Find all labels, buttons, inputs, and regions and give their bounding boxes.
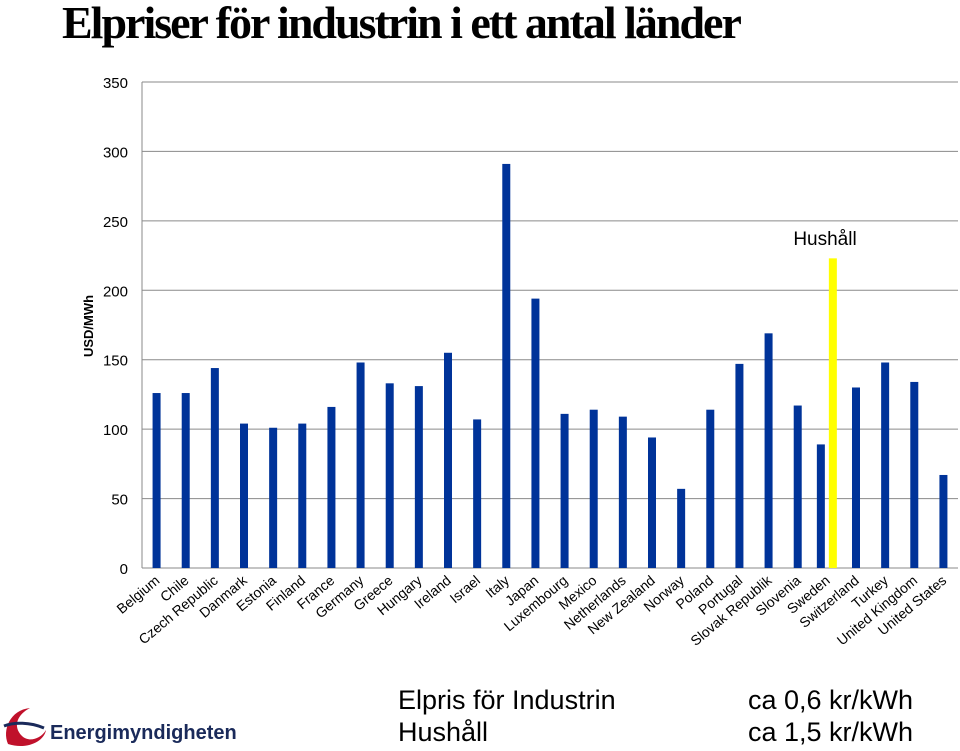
footer-left-line2: Hushåll bbox=[398, 717, 489, 747]
y-tick-label: 150 bbox=[103, 353, 128, 370]
x-tick-label: Israel bbox=[447, 572, 484, 606]
bar bbox=[735, 363, 744, 568]
bar bbox=[589, 409, 598, 568]
bar-chart: 0 50 100 150 200 250 300 350 USD/MWh Hushåll Be… bbox=[81, 75, 958, 649]
bar bbox=[793, 405, 802, 568]
bar bbox=[502, 163, 511, 568]
bar bbox=[240, 423, 248, 568]
y-tick-label: 50 bbox=[111, 492, 128, 509]
bar bbox=[764, 333, 773, 568]
bar bbox=[210, 368, 219, 568]
energimyndigheten-logo: Energimyndigheten bbox=[0, 700, 237, 750]
bars bbox=[152, 163, 948, 568]
footer-right-line2: ca 1,5 kr/kWh bbox=[748, 717, 914, 747]
footer-left-line1: Elpris för Industrin bbox=[398, 685, 616, 715]
bar bbox=[560, 413, 569, 568]
bar bbox=[852, 387, 860, 568]
footer-right-line1: ca 0,6 kr/kWh bbox=[748, 685, 914, 715]
logo-text: Energimyndigheten bbox=[50, 722, 237, 744]
bar bbox=[816, 444, 825, 568]
y-tick-label: 350 bbox=[103, 75, 128, 92]
page-title: Elpriser för industrin i ett antal lände… bbox=[62, 0, 742, 48]
bar bbox=[677, 488, 686, 568]
x-tick-label: Belgium bbox=[113, 572, 162, 617]
bar bbox=[939, 474, 948, 568]
bar bbox=[385, 383, 394, 568]
logo-swoosh-icon bbox=[3, 708, 46, 747]
footer-right: ca 0,6 kr/kWh ca 1,5 kr/kWh bbox=[748, 684, 913, 748]
y-tick-labels: 0 50 100 150 200 250 300 350 bbox=[103, 75, 128, 578]
bar bbox=[531, 298, 540, 568]
y-axis-label: USD/MWh bbox=[81, 295, 96, 357]
bar bbox=[414, 386, 423, 568]
bar bbox=[327, 406, 336, 568]
y-tick-label: 100 bbox=[103, 422, 128, 439]
bar bbox=[181, 393, 190, 568]
y-tick-label: 250 bbox=[103, 214, 128, 231]
bar bbox=[648, 437, 656, 568]
y-tick-label: 300 bbox=[103, 144, 128, 161]
hushall-label: Hushåll bbox=[793, 229, 856, 250]
bar bbox=[298, 423, 307, 568]
bar-highlight-hushall bbox=[828, 258, 837, 568]
y-tick-label: 200 bbox=[103, 283, 128, 300]
y-tick-label: 0 bbox=[120, 561, 128, 578]
bar bbox=[618, 416, 627, 568]
bar bbox=[444, 352, 452, 568]
bar bbox=[269, 427, 278, 568]
bar bbox=[910, 381, 919, 568]
gridlines bbox=[141, 81, 958, 569]
bar bbox=[706, 409, 715, 568]
footer-left: Elpris för Industrin Hushåll bbox=[398, 684, 616, 748]
bar bbox=[881, 362, 890, 568]
bar bbox=[473, 419, 482, 568]
bar bbox=[356, 362, 365, 568]
bar bbox=[152, 393, 161, 568]
